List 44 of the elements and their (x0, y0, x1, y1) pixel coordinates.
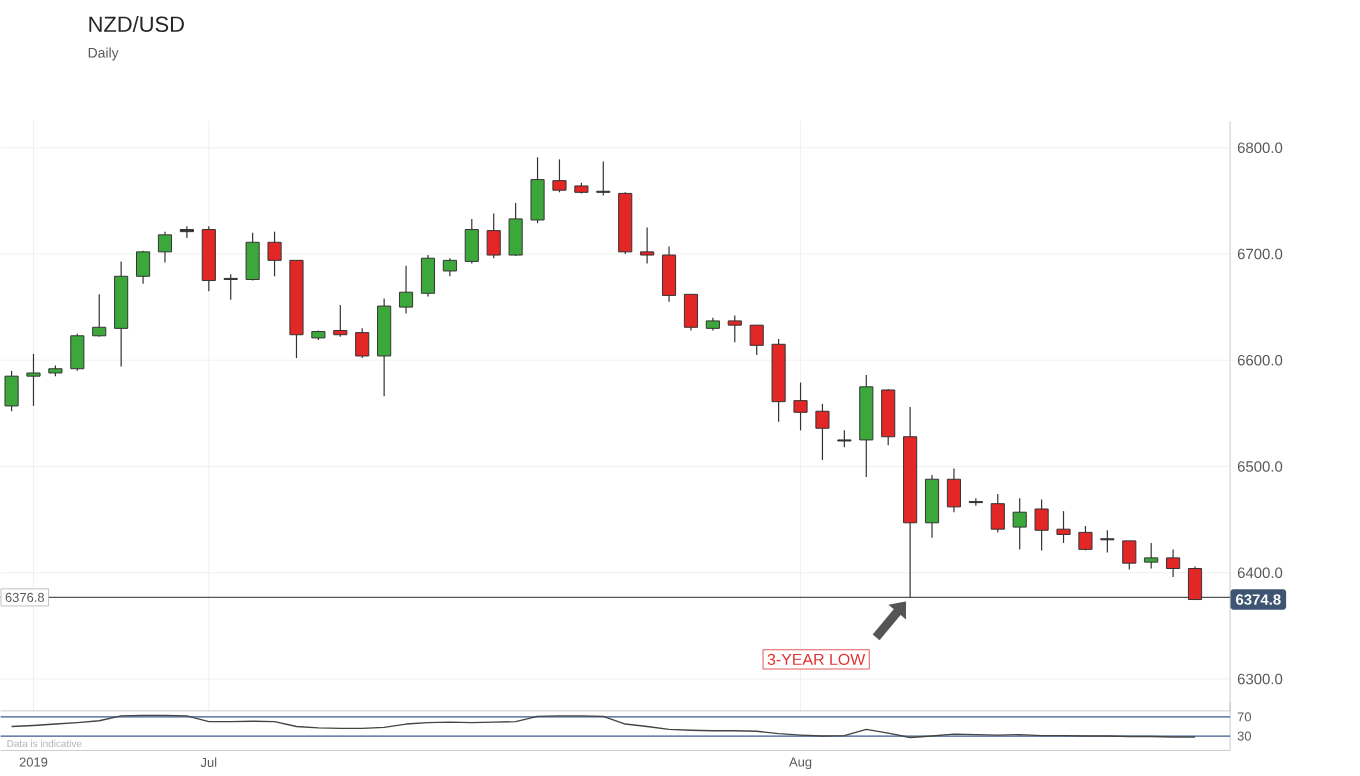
candlestick (1187, 565, 1203, 601)
candlestick (1100, 529, 1115, 554)
candlestick (924, 474, 940, 539)
candlestick (223, 273, 238, 301)
candlestick (640, 226, 655, 265)
candlestick (1056, 510, 1071, 544)
candlestick (990, 493, 1005, 534)
candlestick (135, 250, 151, 285)
candlestick (179, 225, 194, 239)
candlestick (355, 327, 370, 359)
candlestick (530, 156, 545, 224)
candlestick (508, 202, 523, 257)
candlestick (815, 403, 830, 461)
candlestick (683, 293, 699, 332)
candlestick (749, 324, 764, 356)
candlestick (1078, 525, 1093, 552)
candlestick (1034, 498, 1049, 552)
candlestick (1012, 497, 1027, 551)
candlestick (420, 254, 436, 298)
candlestick (1166, 548, 1181, 578)
candlestick (464, 218, 479, 265)
candlestick (245, 232, 260, 282)
candlestick (486, 213, 501, 259)
candlestick (881, 388, 896, 446)
candlestick (793, 382, 808, 432)
candlestick (1144, 542, 1159, 570)
candlestick (661, 246, 677, 303)
candlestick (968, 497, 983, 507)
candlestick (157, 231, 173, 264)
line-series (10, 714, 1196, 739)
candlestick (552, 158, 567, 194)
candlestick (1122, 540, 1137, 571)
candlestick (333, 304, 348, 338)
candlestick (727, 315, 742, 343)
candlestick (946, 468, 962, 513)
candlestick (267, 231, 282, 278)
candlestick (398, 265, 414, 315)
candlestick (26, 353, 41, 407)
candlestick (596, 161, 611, 197)
chart-title: NZD/USD (89, 16, 184, 33)
candlestick (70, 333, 85, 372)
candlestick (442, 257, 457, 278)
candlestick (92, 293, 107, 338)
candlestick (4, 370, 19, 412)
